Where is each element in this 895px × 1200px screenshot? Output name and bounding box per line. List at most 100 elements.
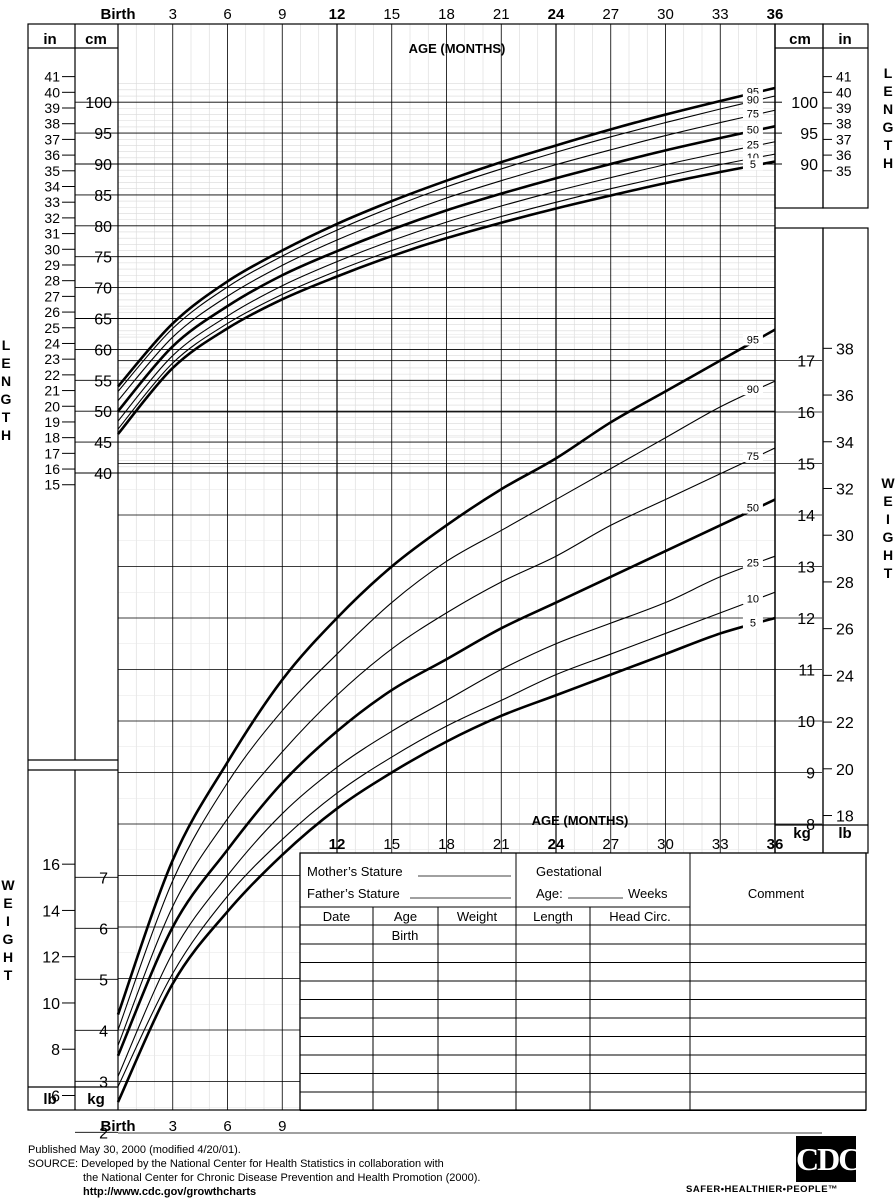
- age-axis-bottom: Birth 3 6 9: [101, 1118, 287, 1135]
- length-p5-label-bg: [742, 158, 763, 171]
- weight-side-label-left: W: [1, 877, 15, 893]
- weight-side-label-right: G: [883, 529, 894, 545]
- kg-label-right: 14: [797, 508, 815, 525]
- inch-label-left: 18: [44, 430, 60, 446]
- age-tick-top: 33: [712, 6, 729, 23]
- inch-label-left: 33: [44, 194, 60, 210]
- footer-source-2: the National Center for Chronic Disease …: [83, 1172, 481, 1184]
- weight-side-label-right: W: [881, 475, 895, 491]
- kg-label-left: 4: [99, 1023, 108, 1040]
- length-p95-curve: [117, 86, 776, 388]
- lb-label-right: 22: [836, 715, 854, 732]
- inch-label-left: 34: [44, 178, 60, 194]
- cdc-logo-mark: CDC: [796, 1136, 861, 1182]
- length-p50-label: 50: [747, 124, 759, 136]
- weight-side-label-right: E: [883, 493, 892, 509]
- inch-label-right: 38: [836, 116, 852, 132]
- age-tick-middle: 18: [438, 836, 455, 853]
- record-table: Mother’s Stature Father’s Stature Gestatio…: [299, 852, 867, 1111]
- weight-p25-label-bg: [742, 556, 763, 569]
- age-tick-middle: 36: [767, 836, 784, 853]
- length-p10-curve: [117, 153, 776, 430]
- age-tick-top: 24: [548, 6, 565, 23]
- footer-published: Published May 30, 2000 (modified 4/20/01…: [28, 1144, 241, 1156]
- kg-label-right: 8: [806, 817, 815, 834]
- age-tick-top: 3: [169, 6, 177, 23]
- inch-label-left: 17: [44, 445, 60, 461]
- comment-label: Comment: [748, 886, 805, 901]
- cm-label-left: 50: [94, 404, 112, 421]
- length-p25-curve: [117, 141, 776, 422]
- cm-label-left: 60: [94, 342, 112, 359]
- kg-label-left: 2: [99, 1125, 108, 1142]
- lb-label-right: 30: [836, 528, 854, 545]
- lb-label-left: 16: [42, 857, 60, 874]
- length-p50-label-bg: [742, 123, 763, 136]
- weight-side-label-left: H: [3, 949, 13, 965]
- unit-lb-left: lb: [43, 1091, 56, 1108]
- footer-url[interactable]: http://www.cdc.gov/growthcharts: [83, 1186, 257, 1198]
- inch-label-left: 25: [44, 320, 60, 336]
- lb-label-left: 12: [42, 950, 60, 967]
- age-tick-top: 21: [493, 6, 510, 23]
- age-tick-top: 6: [223, 6, 231, 23]
- age-tick-middle: 12: [329, 836, 346, 853]
- inch-label-left: 31: [44, 226, 60, 242]
- inch-label-left: 20: [44, 398, 60, 414]
- lb-label-left: 14: [42, 903, 60, 920]
- inch-label-left: 38: [44, 116, 60, 132]
- weight-p75-curve: [117, 447, 776, 1046]
- weight-p5-label: 5: [750, 617, 756, 629]
- weight-side-label-right: T: [884, 565, 893, 581]
- kg-label-right: 13: [797, 560, 815, 577]
- age-tick-top: 30: [657, 6, 674, 23]
- weight-p10-label-bg: [742, 592, 763, 605]
- gestational-weeks-label: Weeks: [628, 886, 668, 901]
- footer-source-1: SOURCE: Developed by the National Center…: [28, 1158, 444, 1170]
- unit-in-right: in: [838, 31, 851, 48]
- inch-label-left: 23: [44, 351, 60, 367]
- age-tick-middle: 21: [493, 836, 510, 853]
- age-tick-bottom: Birth: [101, 1118, 136, 1135]
- length-side-label-right: H: [883, 155, 893, 171]
- kg-label-right: 9: [806, 766, 815, 783]
- length-p90-curve: [117, 95, 776, 392]
- length-p50-curve: [117, 125, 776, 413]
- weight-p50-curve: [116, 498, 776, 1057]
- lb-label-left: 6: [51, 1089, 60, 1106]
- length-side-label-left: N: [1, 373, 11, 389]
- cm-label-left: 75: [94, 250, 112, 267]
- cm-label-left: 45: [94, 435, 112, 452]
- kg-label-right: 11: [798, 663, 815, 680]
- length-p90-label: 90: [747, 95, 759, 107]
- lb-label-right: 34: [836, 435, 854, 452]
- weight-p10-label: 10: [747, 593, 759, 605]
- lb-label-right: 26: [836, 622, 854, 639]
- lb-label-right: 38: [836, 341, 854, 358]
- weight-side-label-left: I: [6, 913, 10, 929]
- age-months-label-top: AGE (MONTHS): [409, 41, 506, 56]
- weight-p95-label: 95: [747, 334, 759, 346]
- length-p90-label-bg: [742, 93, 763, 106]
- weight-side-label-right: I: [886, 511, 890, 527]
- length-p75-curve: [117, 109, 776, 402]
- kg-label-left: 3: [99, 1074, 108, 1091]
- inch-label-right: 41: [836, 69, 852, 85]
- gestational-label: Gestational: [536, 864, 602, 879]
- kg-label-right: 15: [797, 457, 815, 474]
- inch-label-left: 22: [44, 367, 60, 383]
- kg-label-left: 5: [99, 972, 108, 989]
- age-tick-top: 9: [278, 6, 286, 23]
- weight-p90-label: 90: [747, 384, 759, 396]
- fathers-stature-label: Father’s Stature: [307, 886, 400, 901]
- length-side-label-left: G: [1, 391, 12, 407]
- length-p25-label: 25: [747, 140, 759, 152]
- weight-p50-label-bg: [742, 501, 763, 514]
- age-months-label-middle: AGE (MONTHS): [532, 813, 629, 828]
- cdc-logo: CDC SAFER•HEALTHIER•PEOPLE™: [686, 1136, 871, 1196]
- kg-label-right: 16: [797, 405, 815, 422]
- first-row-age: Birth: [392, 928, 419, 943]
- unit-kg-right: kg: [793, 825, 811, 842]
